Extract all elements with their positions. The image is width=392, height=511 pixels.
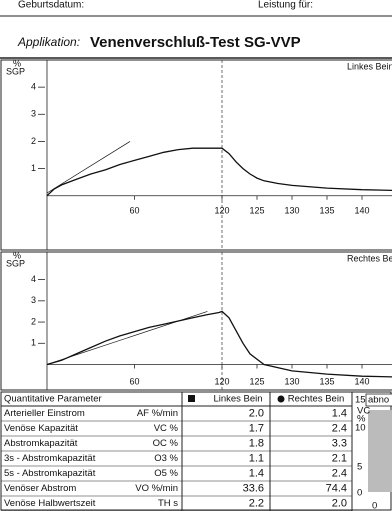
chart-title: Rechtes Bein	[347, 253, 392, 263]
parameter-name: Venöse Kapazität	[4, 423, 78, 434]
side-label: abno	[368, 395, 389, 406]
x-tick-label: 120	[214, 376, 229, 386]
right-value: 2.4	[332, 422, 347, 434]
parameter-name: Venöse Halbwertszeit	[4, 498, 96, 509]
y-tick-label: 4	[31, 274, 36, 284]
parameter-code: O3 %	[154, 453, 178, 464]
parameter-code: O5 %	[154, 468, 178, 479]
y-tick-label: 3	[31, 109, 36, 119]
x-tick-label: 140	[354, 376, 369, 386]
parameter-name: 5s - Abstromkapazität	[4, 468, 96, 479]
side-code: VC	[357, 406, 370, 417]
chart-title: Linkes Bein	[347, 61, 392, 71]
y-tick-label: 4	[31, 82, 36, 92]
table-header: Quantitative Parameter	[4, 394, 102, 405]
right-value: 2.4	[332, 467, 347, 479]
parameter-name: Venöser Abstrom	[4, 483, 76, 494]
x-tick-label: 120	[214, 205, 229, 215]
curve	[46, 311, 208, 365]
x-tick-label: 125	[249, 205, 264, 215]
table-header: Linkes Bein	[213, 394, 262, 405]
side-unit: %	[357, 414, 366, 425]
chart-frame	[0, 251, 392, 391]
left-value: 2.2	[249, 497, 264, 509]
side-tick: 15	[355, 395, 366, 406]
chart: Linkes Bein%SGP 1 2 3 4 60 120 125 130 135 140	[0, 58, 392, 251]
y-tick-label: 3	[31, 295, 36, 305]
left-value: 2.0	[249, 407, 264, 419]
table-header: Rechtes Bein	[288, 394, 345, 405]
side-bottom: 0	[372, 501, 377, 511]
parameter-name: 3s - Abstromkapazität	[4, 453, 96, 464]
x-tick-label: 130	[284, 376, 299, 386]
y-label: SGP	[6, 66, 25, 76]
left-value: 1.1	[249, 452, 264, 464]
x-tick-label: 60	[129, 376, 139, 386]
parameter-code: AF %/min	[137, 408, 178, 419]
side-tick: 5	[357, 462, 362, 473]
application-title: Venenverschluß-Test SG-VVP	[90, 34, 301, 51]
parameter-table: Quantitative Parameter Linkes Bein Recht…	[0, 391, 392, 511]
left-value: 33.6	[243, 482, 264, 494]
service-label: Leistung für:	[258, 0, 313, 11]
right-leg-symbol	[277, 395, 285, 403]
right-value: 2.0	[332, 497, 347, 509]
parameter-code: VC %	[154, 423, 179, 434]
parameter-code: OC %	[153, 438, 179, 449]
application-label: Applikation:	[17, 35, 80, 49]
y-tick-label: 1	[31, 338, 36, 348]
side-panel-box	[365, 393, 392, 407]
right-value: 74.4	[326, 482, 347, 494]
right-value: 2.1	[332, 452, 347, 464]
chart-frame	[0, 59, 392, 251]
x-tick-label: 130	[284, 205, 299, 215]
left-value: 1.4	[249, 467, 264, 479]
birth-label: Geburtsdatum:	[18, 0, 84, 11]
left-value: 1.8	[249, 437, 264, 449]
curve	[46, 147, 392, 197]
x-tick-label: 135	[319, 376, 334, 386]
side-tick: 0	[357, 488, 362, 499]
parameter-code: VO %/min	[135, 483, 178, 494]
y-unit: %	[13, 58, 21, 68]
y-unit: %	[13, 250, 21, 260]
left-leg-symbol	[188, 395, 195, 402]
x-tick-label: 60	[129, 205, 139, 215]
side-panel-area	[368, 410, 392, 492]
parameter-name: Arterieller Einstrom	[4, 408, 85, 419]
parameter-code: TH s	[158, 498, 178, 509]
right-value: 3.3	[332, 437, 347, 449]
y-tick-label: 2	[31, 136, 36, 146]
curve	[46, 141, 131, 194]
y-label: SGP	[6, 258, 25, 268]
curve	[46, 310, 392, 378]
right-value: 1.4	[332, 407, 347, 419]
left-value: 1.7	[249, 422, 264, 434]
chart: Rechtes Bein%SGP 1 2 3 4 60 120 125 130 135 140	[0, 250, 392, 391]
x-tick-label: 135	[319, 205, 334, 215]
y-tick-label: 2	[31, 316, 36, 326]
x-tick-label: 125	[249, 376, 264, 386]
y-tick-label: 1	[31, 163, 36, 173]
side-tick: 10	[355, 423, 366, 434]
x-tick-label: 140	[354, 205, 369, 215]
parameter-name: Abstromkapazität	[4, 438, 78, 449]
